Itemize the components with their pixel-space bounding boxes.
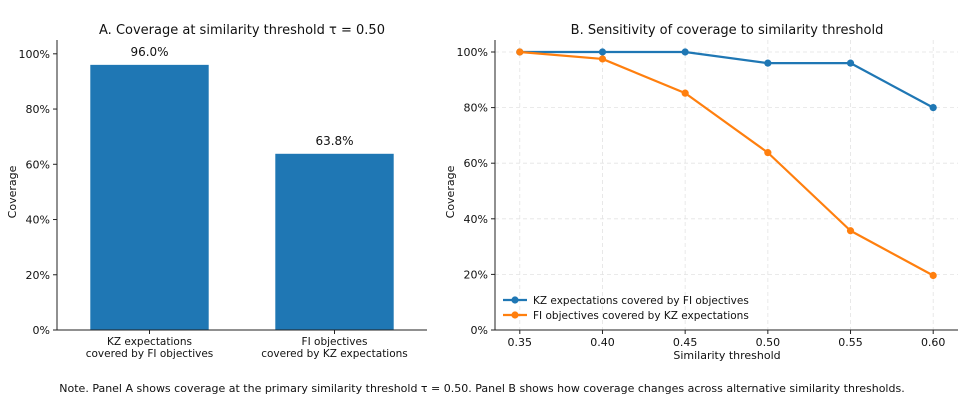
y-tick-label: 80%: [464, 102, 488, 115]
series-line-2: [519, 50, 934, 277]
x-tick-label: KZ expectations: [107, 336, 192, 348]
panel-a-title: A. Coverage at similarity threshold τ = …: [99, 23, 385, 38]
figure-note: Note. Panel A shows coverage at the prim…: [59, 382, 905, 395]
series-2-point: [516, 48, 524, 56]
panel-b-xlabel: Similarity threshold: [673, 349, 780, 362]
series-1-point: [929, 104, 937, 112]
legend-label: FI objectives covered by KZ expectations: [533, 310, 749, 322]
x-tick-label: 0.50: [756, 336, 781, 349]
panel-b-series: [516, 48, 937, 280]
panel-b: B. Sensitivity of coverage to similarity…: [444, 23, 958, 362]
figure: A. Coverage at similarity threshold τ = …: [6, 23, 958, 362]
legend-marker: [511, 311, 519, 319]
x-tick-label: FI objectives: [302, 336, 368, 348]
series-2-point: [598, 55, 607, 63]
series-line-1: [519, 50, 934, 109]
x-tick-label: 0.60: [921, 336, 946, 349]
x-tick-label: 0.55: [838, 336, 863, 349]
y-tick-label: 100%: [19, 48, 50, 61]
series-1-point: [764, 59, 772, 67]
x-tick-label: covered by KZ expectations: [261, 348, 408, 360]
panel-a-y-ticks: 0% 20% 40% 60% 80% 100%: [19, 48, 57, 337]
x-tick-label: 0.45: [673, 336, 698, 349]
y-tick-label: 60%: [464, 157, 488, 170]
series-2-point: [846, 227, 855, 235]
series-2-point: [764, 149, 772, 157]
y-tick-label: 40%: [26, 214, 50, 227]
x-tick-label: 0.40: [590, 336, 615, 349]
y-tick-label: 80%: [26, 103, 50, 116]
bar-data-label: 63.8%: [315, 134, 353, 148]
series-1-point: [681, 48, 689, 56]
series-2-point: [681, 89, 689, 97]
panel-b-y-ticks: 0% 20% 40% 60% 80% 100%: [457, 46, 495, 337]
legend-label: KZ expectations covered by FI objectives: [533, 295, 749, 307]
y-tick-label: 60%: [26, 158, 50, 171]
panel-a-ylabel: Coverage: [6, 165, 19, 218]
y-tick-label: 0%: [33, 324, 50, 337]
y-tick-label: 20%: [464, 268, 488, 281]
panel-b-title: B. Sensitivity of coverage to similarity…: [571, 23, 884, 38]
y-tick-label: 0%: [471, 324, 488, 337]
bar: [275, 153, 394, 330]
panel-b-ylabel: Coverage: [444, 165, 457, 218]
series-1-point: [846, 59, 855, 67]
y-tick-label: 20%: [26, 269, 50, 282]
series-1-point: [598, 48, 607, 56]
panel-a-bars: [90, 64, 394, 330]
panel-a-data-labels: 96.0% 63.8%: [130, 45, 353, 148]
panel-b-x-ticks: 0.35 0.40 0.45 0.50 0.55 0.60: [508, 330, 946, 349]
y-tick-label: 100%: [457, 46, 488, 59]
bar: [90, 64, 209, 330]
legend-marker: [511, 296, 519, 304]
x-tick-label: 0.35: [508, 336, 533, 349]
series-2-point: [929, 271, 937, 280]
panel-b-legend: KZ expectations covered by FI objectives…: [503, 295, 749, 322]
x-tick-label: covered by FI objectives: [86, 348, 214, 360]
panel-a: A. Coverage at similarity threshold τ = …: [6, 23, 427, 360]
bar-data-label: 96.0%: [130, 45, 168, 59]
y-tick-label: 40%: [464, 213, 488, 226]
